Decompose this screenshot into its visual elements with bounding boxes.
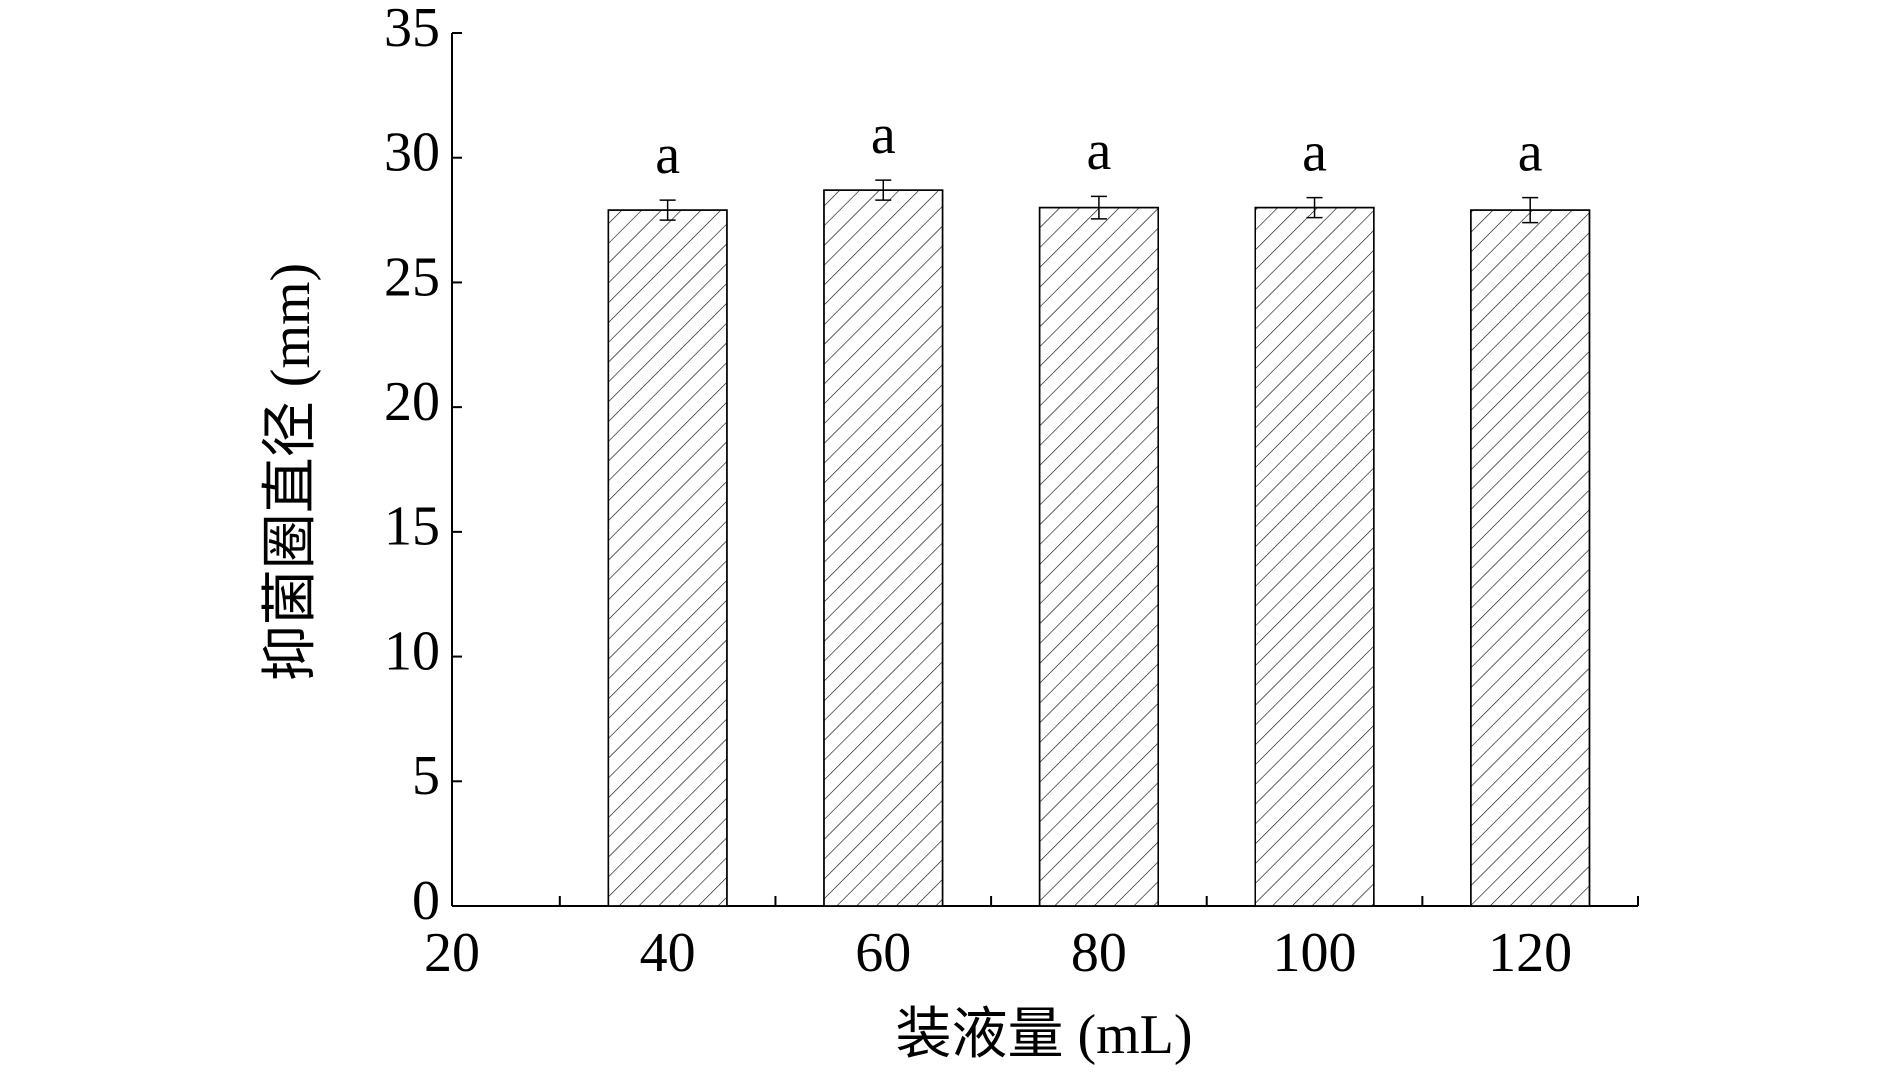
y-tick-label: 10 (384, 620, 440, 682)
y-tick-label: 15 (384, 496, 440, 558)
bar-hatch (823, 189, 944, 907)
bar-hatch (607, 209, 728, 907)
y-axis-title: 抑菌圈直径 (mm) (260, 263, 322, 681)
y-tick-label: 20 (384, 371, 440, 433)
significance-label: a (1086, 120, 1111, 182)
bar-hatch (1254, 206, 1375, 907)
significance-label: a (655, 124, 680, 186)
bar-hatch (1038, 206, 1159, 907)
significance-label: a (871, 104, 896, 166)
x-tick-label: 40 (640, 922, 696, 984)
x-tick-label: 120 (1488, 922, 1572, 984)
significance-label: a (1518, 121, 1543, 183)
x-axis-title: 装液量 (mL) (895, 1004, 1192, 1066)
x-tick-label: 60 (855, 922, 911, 984)
y-tick-label: 0 (412, 870, 440, 932)
y-tick-label: 35 (384, 0, 440, 59)
x-tick-label: 20 (424, 922, 480, 984)
y-tick-label: 30 (384, 122, 440, 184)
x-tick-label: 80 (1071, 922, 1127, 984)
significance-label: a (1302, 121, 1327, 183)
y-tick-label: 25 (384, 246, 440, 308)
x-tick-label: 100 (1273, 922, 1357, 984)
bar-hatch (1470, 209, 1591, 907)
y-tick-label: 5 (412, 745, 440, 807)
